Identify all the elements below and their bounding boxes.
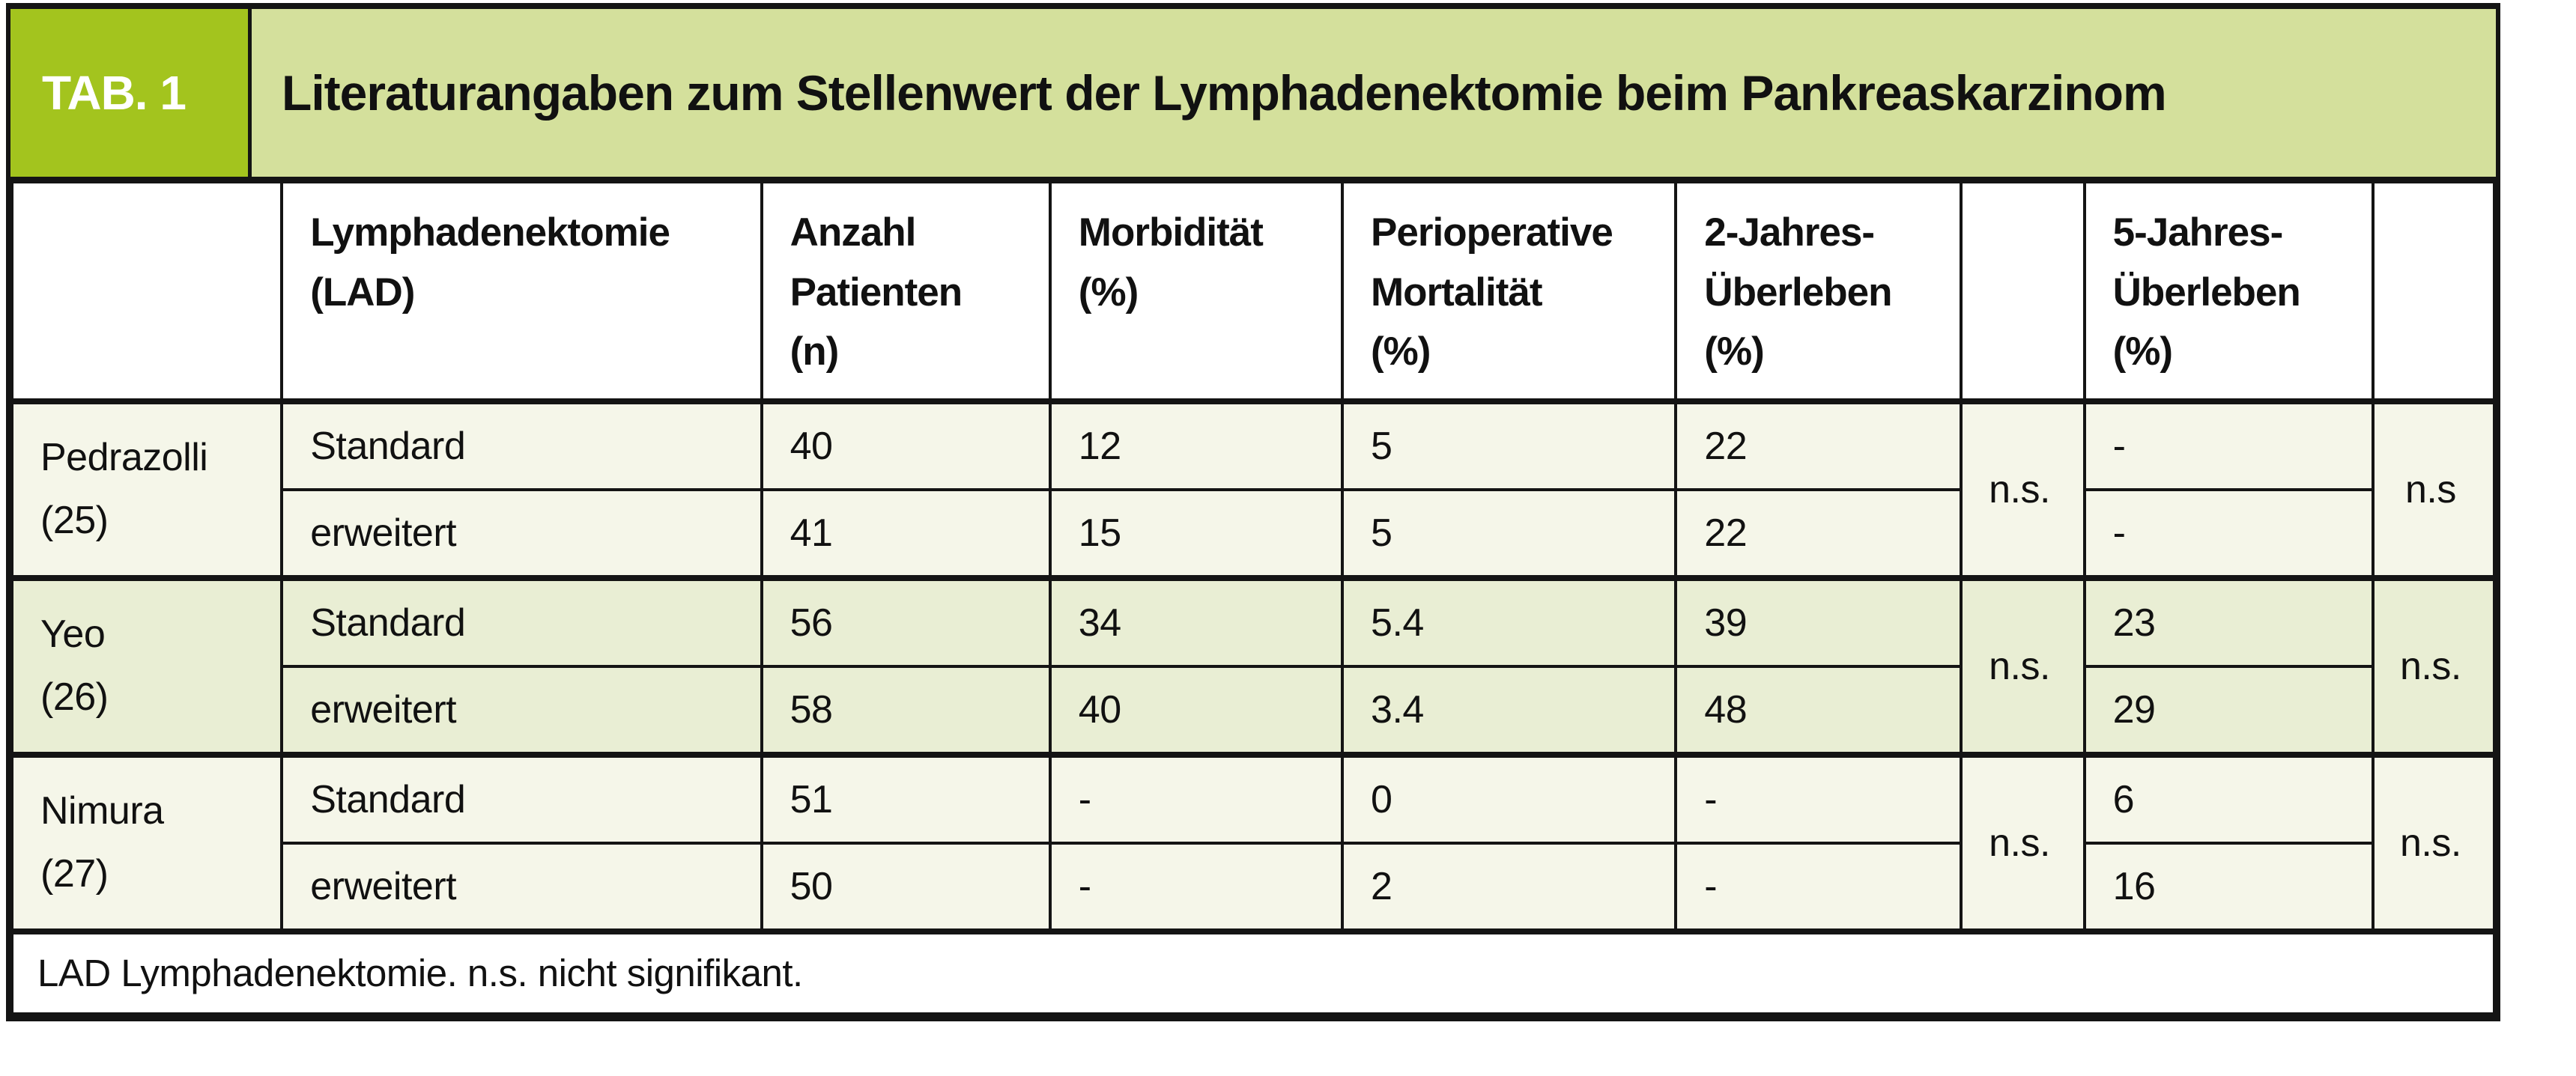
- header-row: Lymphadenektomie (LAD) Anzahl Patienten …: [10, 180, 2497, 404]
- value-cell: 39: [1674, 574, 1963, 668]
- table-header: Lymphadenektomie (LAD) Anzahl Patienten …: [10, 180, 2497, 404]
- value-cell: 15: [1048, 487, 1345, 580]
- title-band: TAB. 1 Literaturangaben zum Stellenwert …: [10, 9, 2496, 180]
- value-cell: -: [2082, 398, 2375, 491]
- value-cell: 0: [1341, 751, 1678, 845]
- study-cell: Yeo (26): [10, 574, 284, 756]
- study-cell: Nimura (27): [10, 751, 284, 933]
- table-title: Literaturangaben zum Stellenwert der Lym…: [282, 65, 2167, 121]
- ns-cell: n.s.: [1959, 398, 2086, 580]
- value-cell: erweitert: [280, 664, 763, 756]
- value-cell: Standard: [280, 574, 763, 668]
- value-cell: 48: [1674, 664, 1963, 756]
- value-cell: erweitert: [280, 841, 763, 933]
- value-cell: Standard: [280, 398, 763, 491]
- value-cell: Standard: [280, 751, 763, 845]
- header-cell-5yr-significance: [2371, 180, 2497, 404]
- value-cell: 22: [1674, 398, 1963, 491]
- header-cell-2yr-significance: [1959, 180, 2086, 404]
- value-cell: 40: [760, 398, 1052, 491]
- value-cell: 56: [760, 574, 1052, 668]
- value-cell: 23: [2082, 574, 2375, 668]
- header-cell-lad: Lymphadenektomie (LAD): [280, 180, 763, 404]
- header-cell-study: [10, 180, 284, 404]
- literature-table: Lymphadenektomie (LAD) Anzahl Patienten …: [10, 180, 2497, 1015]
- value-cell: 5: [1341, 487, 1678, 580]
- header-cell-morbidity: Morbidität (%): [1048, 180, 1345, 404]
- value-cell: -: [1048, 751, 1345, 845]
- header-cell-2yr-survival: 2-Jahres- Überleben (%): [1674, 180, 1963, 404]
- value-cell: 50: [760, 841, 1052, 933]
- value-cell: 58: [760, 664, 1052, 756]
- header-cell-mortality: Perioperative Mortalität (%): [1341, 180, 1678, 404]
- value-cell: 41: [760, 487, 1052, 580]
- value-cell: -: [1674, 751, 1963, 845]
- table-row: erweitert 50 - 2 - 16: [12, 841, 2494, 933]
- table-row: erweitert 41 15 5 22 -: [12, 487, 2494, 580]
- footnote-row: LAD Lymphadenektomie. n.s. nicht signifi…: [10, 928, 2496, 1015]
- value-cell: 12: [1048, 398, 1345, 491]
- value-cell: 3.4: [1341, 664, 1678, 756]
- table-number-badge: TAB. 1: [10, 9, 252, 177]
- footnote: LAD Lymphadenektomie. n.s. nicht signifi…: [10, 928, 2496, 1015]
- table-body: Pedrazolli (25) Standard 40 12 5 22 n.s.…: [10, 398, 2497, 1015]
- ns-cell: n.s.: [2371, 751, 2497, 933]
- value-cell: 5.4: [1341, 574, 1678, 668]
- header-cell-5yr-survival: 5-Jahres- Überleben (%): [2082, 180, 2375, 404]
- value-cell: 2: [1341, 841, 1678, 933]
- value-cell: 5: [1341, 398, 1678, 491]
- value-cell: 29: [2082, 664, 2375, 756]
- table-row: Pedrazolli (25) Standard 40 12 5 22 n.s.…: [10, 398, 2497, 580]
- value-cell: 51: [760, 751, 1052, 845]
- ns-cell: n.s.: [1959, 574, 2086, 756]
- ns-cell: n.s: [2371, 398, 2497, 580]
- ns-cell: n.s.: [1959, 751, 2086, 933]
- value-cell: 40: [1048, 664, 1345, 756]
- study-cell: Pedrazolli (25): [10, 398, 284, 580]
- table-row: Nimura (27) Standard 51 - 0 - n.s. 6 n.s…: [10, 751, 2497, 933]
- table-figure: TAB. 1 Literaturangaben zum Stellenwert …: [6, 3, 2500, 1021]
- value-cell: -: [1048, 841, 1345, 933]
- value-cell: -: [1674, 841, 1963, 933]
- ns-cell: n.s.: [2371, 574, 2497, 756]
- value-cell: 16: [2082, 841, 2375, 933]
- value-cell: 22: [1674, 487, 1963, 580]
- table-row: erweitert 58 40 3.4 48 29: [12, 664, 2494, 756]
- table-row: Yeo (26) Standard 56 34 5.4 39 n.s. 23 n…: [10, 574, 2497, 756]
- value-cell: erweitert: [280, 487, 763, 580]
- header-cell-patients: Anzahl Patienten (n): [760, 180, 1052, 404]
- value-cell: 6: [2082, 751, 2375, 845]
- value-cell: 34: [1048, 574, 1345, 668]
- value-cell: -: [2082, 487, 2375, 580]
